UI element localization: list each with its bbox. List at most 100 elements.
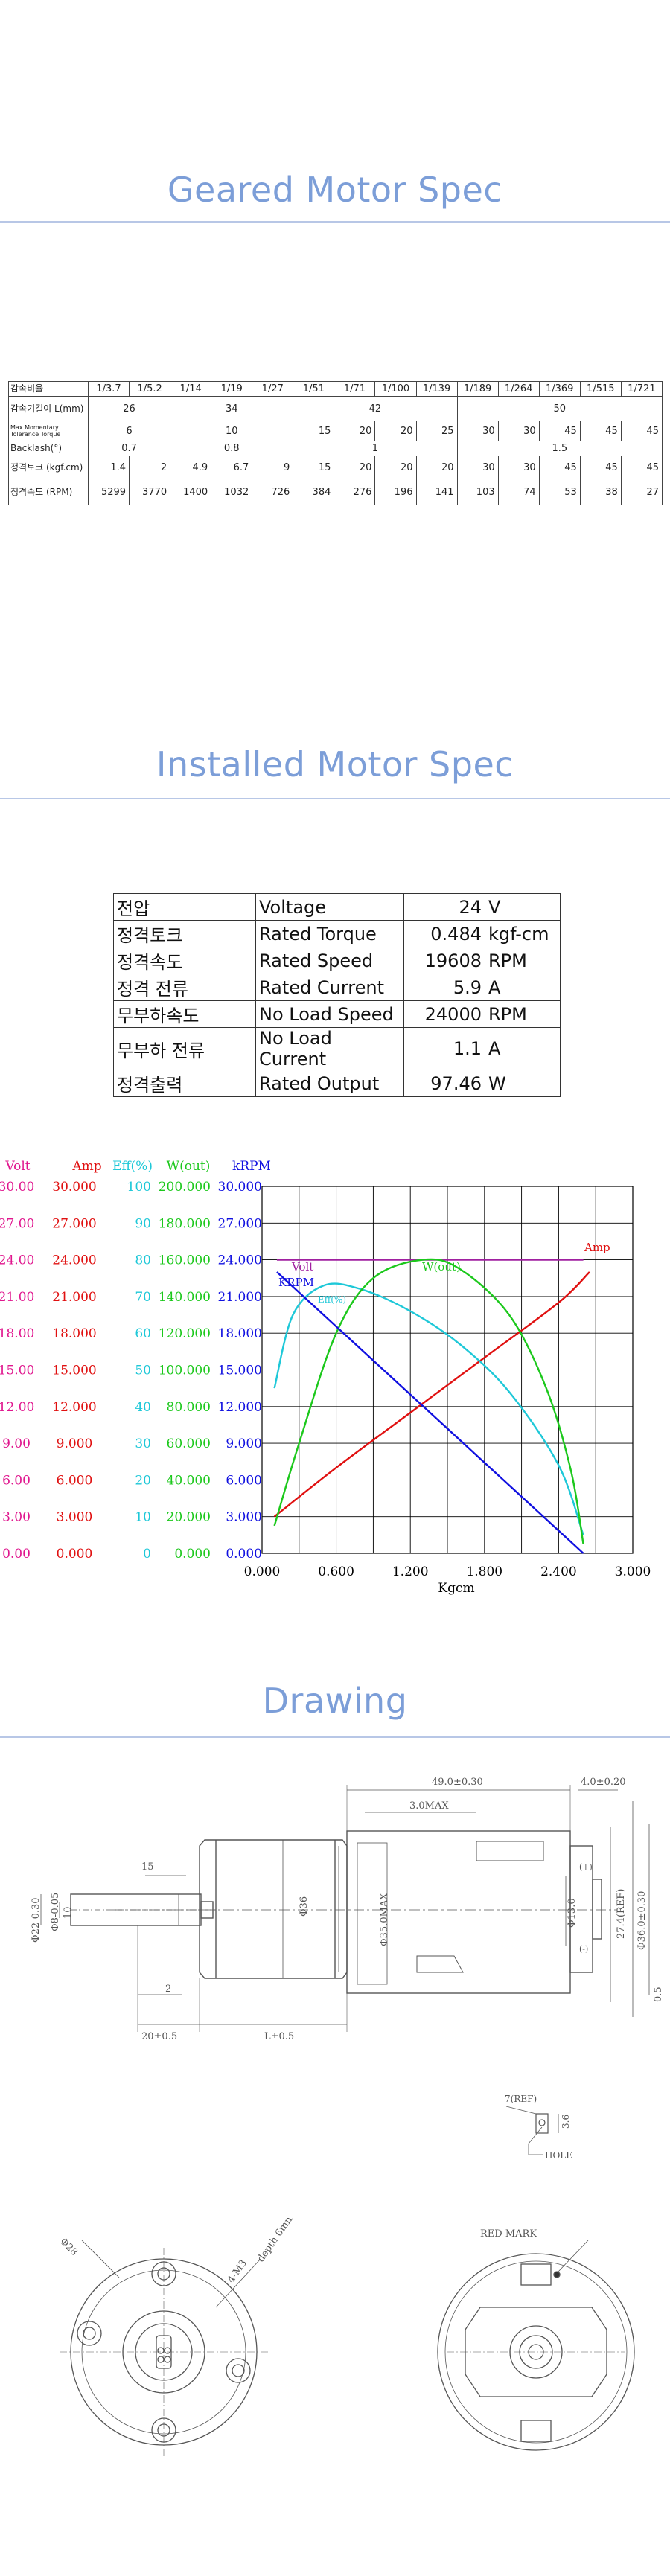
axis-tick-label: 20.000 — [167, 1510, 211, 1525]
rated-speed-label: 정격속도 (RPM) — [8, 479, 89, 505]
front-view-drawing: Φ28 4-M3 depth 6mm — [57, 2218, 296, 2456]
gear-spec-divider — [0, 221, 670, 223]
ratio-cell: 1/5.2 — [129, 381, 171, 397]
dim-endcap: 4.0±0.20 — [581, 1777, 626, 1788]
torque-cell: 45 — [579, 421, 622, 441]
torque-cell: 45 — [620, 421, 663, 441]
axis-tick-label: 80.000 — [167, 1400, 211, 1415]
torque-cell: 20 — [334, 421, 376, 441]
ratio-cell: 1/3.7 — [87, 381, 130, 397]
axis-tick-label: 100.000 — [159, 1364, 211, 1378]
axis-tick-label: 27.000 — [218, 1216, 262, 1231]
rated-speed-cell: 5299 — [87, 479, 130, 505]
spec-unit: W — [485, 1070, 561, 1097]
table-row: 정격속도 Rated Speed 19608 RPM — [113, 947, 561, 974]
axis-tick-label: 3.000 — [57, 1510, 93, 1525]
axis-tick-label: 30.00 — [0, 1180, 34, 1195]
spec-value: 19608 — [403, 947, 485, 974]
axis-tick-label: 160.000 — [159, 1253, 211, 1268]
rated-speed-cell: 384 — [293, 479, 335, 505]
rated-torque-cell: 2 — [129, 456, 171, 479]
length-cell: 26 — [87, 396, 171, 421]
spec-unit: RPM — [485, 1000, 561, 1028]
length-cell: 34 — [170, 396, 294, 421]
rated-torque-label: 정격토크 (kgf.cm) — [8, 456, 89, 479]
rated-torque-cell: 45 — [620, 456, 663, 479]
axis-tick-label: 10 — [135, 1510, 151, 1525]
spec-unit: A — [485, 1027, 561, 1070]
axis-tick-label: 6.000 — [226, 1473, 262, 1488]
series-line-eff — [273, 1282, 584, 1535]
rated-torque-cell: 20 — [374, 456, 417, 479]
ratio-cell: 1/14 — [170, 381, 212, 397]
ratio-cell: 1/189 — [456, 381, 499, 397]
gear-spec-table: 감속비율 1/3.7 1/5.2 1/14 1/19 1/27 1/51 1/7… — [8, 381, 663, 505]
rear-view-drawing: RED MARK — [437, 2228, 635, 2451]
x-tick-label: 0.000 — [244, 1565, 281, 1579]
rated-speed-cell: 3770 — [129, 479, 171, 505]
terminal-detail: 7(REF) 3.6 HOLE — [505, 2094, 572, 2161]
torque-cell: 30 — [497, 421, 540, 441]
ratio-cell: 1/515 — [579, 381, 622, 397]
axis-tick-label: 27.000 — [52, 1216, 96, 1231]
dim-phi13: Φ13.0 — [567, 1898, 578, 1928]
ratio-cell: 1/19 — [211, 381, 253, 397]
spec-kr: 무부하 전류 — [113, 1027, 256, 1070]
dim-10: 10 — [63, 1906, 74, 1919]
axis-tick-label: 21.00 — [0, 1290, 34, 1305]
rated-torque-cell: 9 — [252, 456, 294, 479]
length-label: 감속기길이 L(mm) — [8, 396, 89, 421]
axis-tick-label: 21.000 — [52, 1290, 96, 1305]
dim-7ref: 7(REF) — [505, 2094, 537, 2104]
ratio-cell: 1/27 — [252, 381, 294, 397]
axis-tick-label: 9.000 — [57, 1436, 93, 1451]
backlash-cell: 1.5 — [456, 441, 663, 456]
rated-speed-cell: 74 — [497, 479, 540, 505]
spec-en: No Load Speed — [255, 1000, 404, 1028]
spec-value: 24000 — [403, 1000, 485, 1028]
spec-en: Rated Speed — [255, 947, 404, 974]
rated-speed-cell: 1400 — [170, 479, 212, 505]
axis-tick-label: 40 — [135, 1400, 151, 1415]
axis-tick-label: 20 — [135, 1473, 151, 1488]
spec-value: 1.1 — [403, 1027, 485, 1070]
spec-en: Voltage — [255, 893, 404, 921]
series-line-krpm — [276, 1271, 584, 1554]
spec-unit: kgf-cm — [485, 920, 561, 947]
x-tick-label: 0.600 — [318, 1565, 354, 1579]
table-row: Backlash(°) 0.7 0.8 1 1.5 — [8, 441, 663, 456]
axis-tick-label: 18.000 — [218, 1326, 262, 1341]
dim-2: 2 — [165, 1984, 171, 1995]
curve-label: Eff(%) — [318, 1294, 346, 1305]
side-view-drawing: 49.0±0.30 4.0±0.20 3.0MAX 15 Φ22-0.30 Φ8… — [31, 1777, 664, 2042]
spec-kr: 무부하속도 — [113, 1000, 256, 1028]
series-line-amp — [273, 1271, 590, 1518]
dim-36: 3.6 — [561, 2115, 571, 2129]
spec-en: Rated Current — [255, 974, 404, 1001]
torque-label: Max Momentary Tolerance Torque — [8, 421, 89, 441]
rated-torque-cell: 4.9 — [170, 456, 212, 479]
table-row: 정격속도 (RPM) 5299 3770 1400 1032 726 384 2… — [8, 479, 663, 505]
axis-tick-label: 140.000 — [159, 1290, 211, 1305]
axis-tick-label: 18.00 — [0, 1326, 34, 1341]
rated-speed-cell: 141 — [415, 479, 458, 505]
rated-speed-cell: 38 — [579, 479, 622, 505]
axis-tick-label: 12.000 — [218, 1400, 262, 1415]
x-tick-label: 2.400 — [540, 1565, 577, 1579]
gearbox-body — [199, 1839, 348, 1979]
dim-phi36: Φ36 — [299, 1896, 310, 1917]
axis-tick-label: 9.00 — [2, 1436, 31, 1451]
spec-unit: RPM — [485, 947, 561, 974]
axis-tick-label: 18.000 — [52, 1326, 96, 1341]
axis-tick-label: 21.000 — [218, 1290, 262, 1305]
rated-torque-cell: 1.4 — [87, 456, 130, 479]
rated-speed-cell: 276 — [334, 479, 376, 505]
table-row: 무부하 전류 No Load Current 1.1 A — [113, 1027, 561, 1070]
dim-L: L±0.5 — [264, 2031, 294, 2042]
spec-unit: V — [485, 893, 561, 921]
axis-tick-label: 3.000 — [226, 1510, 262, 1525]
axis-tick-label: 70 — [135, 1290, 151, 1305]
axis-tick-label: 15.00 — [0, 1364, 34, 1378]
rated-speed-cell: 726 — [252, 479, 294, 505]
rated-speed-cell: 1032 — [211, 479, 253, 505]
